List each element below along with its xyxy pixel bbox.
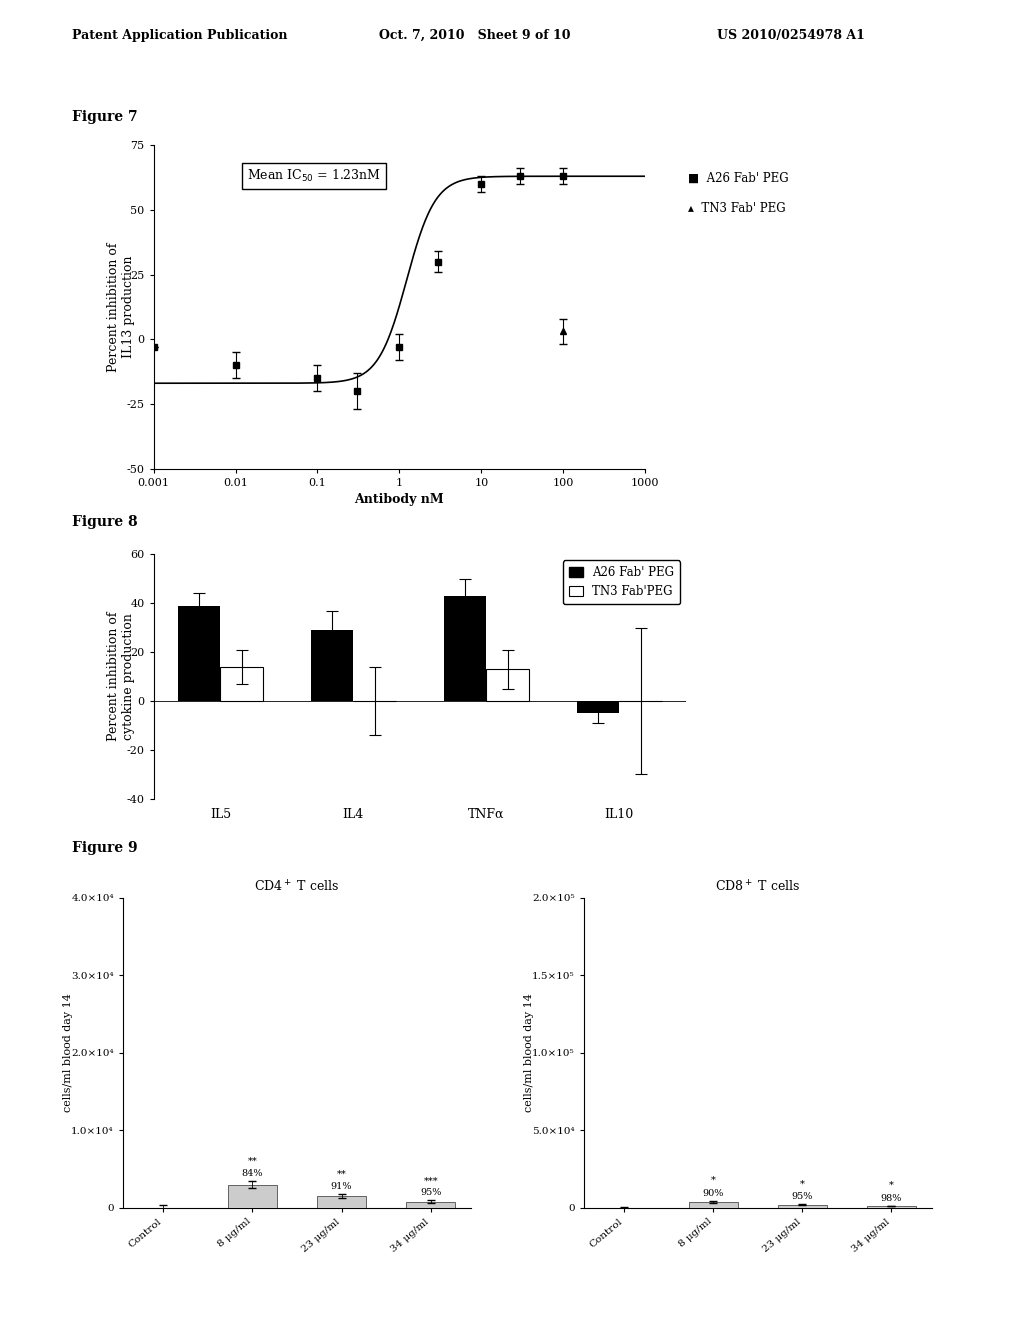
Text: Mean IC$_{50}$ = 1.23nM: Mean IC$_{50}$ = 1.23nM <box>247 168 381 183</box>
Text: **: ** <box>248 1156 257 1166</box>
Y-axis label: Percent inhibition of
IL13 production: Percent inhibition of IL13 production <box>108 242 135 372</box>
Text: 95%: 95% <box>420 1188 441 1197</box>
Text: 95%: 95% <box>792 1192 813 1201</box>
Bar <box>317 1196 366 1208</box>
Text: *: * <box>711 1176 716 1185</box>
Y-axis label: Percent inhibition of
cytokine production: Percent inhibition of cytokine productio… <box>108 611 135 742</box>
Bar <box>486 669 528 701</box>
Title: CD4$^+$ T cells: CD4$^+$ T cells <box>254 879 340 895</box>
Bar <box>178 606 220 701</box>
Text: 98%: 98% <box>881 1193 902 1203</box>
Text: 91%: 91% <box>331 1181 352 1191</box>
Y-axis label: cells/ml blood day 14: cells/ml blood day 14 <box>524 993 535 1113</box>
Legend: A26 Fab' PEG, TN3 Fab'PEG: A26 Fab' PEG, TN3 Fab'PEG <box>563 560 680 605</box>
Text: *: * <box>889 1181 894 1191</box>
Title: CD8$^+$ T cells: CD8$^+$ T cells <box>715 879 801 895</box>
Text: Figure 8: Figure 8 <box>72 515 137 529</box>
Bar <box>867 1206 916 1208</box>
Bar <box>228 1184 276 1208</box>
Text: Patent Application Publication: Patent Application Publication <box>72 29 287 42</box>
Bar <box>577 701 620 713</box>
Text: *: * <box>800 1180 805 1189</box>
Text: 90%: 90% <box>702 1188 724 1197</box>
Bar <box>778 1205 826 1208</box>
Text: **: ** <box>337 1170 346 1179</box>
Text: ▴  TN3 Fab' PEG: ▴ TN3 Fab' PEG <box>688 202 785 215</box>
Bar <box>407 1201 456 1208</box>
Bar <box>689 1201 737 1208</box>
Text: Oct. 7, 2010   Sheet 9 of 10: Oct. 7, 2010 Sheet 9 of 10 <box>379 29 570 42</box>
Text: Figure 7: Figure 7 <box>72 110 137 124</box>
X-axis label: Antibody nM: Antibody nM <box>354 494 444 506</box>
Text: 84%: 84% <box>242 1168 263 1177</box>
Text: ***: *** <box>423 1176 438 1185</box>
Text: US 2010/0254978 A1: US 2010/0254978 A1 <box>717 29 864 42</box>
Bar <box>220 667 263 701</box>
Bar <box>443 595 486 701</box>
Y-axis label: cells/ml blood day 14: cells/ml blood day 14 <box>63 993 74 1113</box>
Text: ■  A26 Fab' PEG: ■ A26 Fab' PEG <box>688 172 788 185</box>
Text: Figure 9: Figure 9 <box>72 841 137 855</box>
Bar <box>311 630 353 701</box>
